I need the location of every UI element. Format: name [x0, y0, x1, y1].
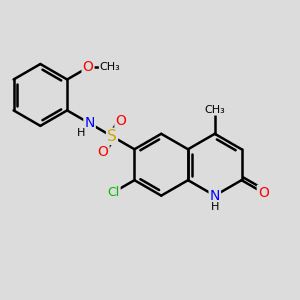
Text: Cl: Cl	[107, 186, 120, 199]
Text: H: H	[77, 128, 86, 138]
Text: N: N	[84, 116, 95, 130]
Text: O: O	[258, 186, 269, 200]
Text: N: N	[210, 189, 220, 202]
Text: S: S	[107, 129, 117, 144]
Text: O: O	[98, 145, 109, 159]
Text: O: O	[116, 114, 126, 128]
Text: CH₃: CH₃	[204, 105, 225, 115]
Text: O: O	[82, 60, 94, 74]
Text: H: H	[211, 202, 219, 212]
Text: CH₃: CH₃	[100, 62, 121, 72]
